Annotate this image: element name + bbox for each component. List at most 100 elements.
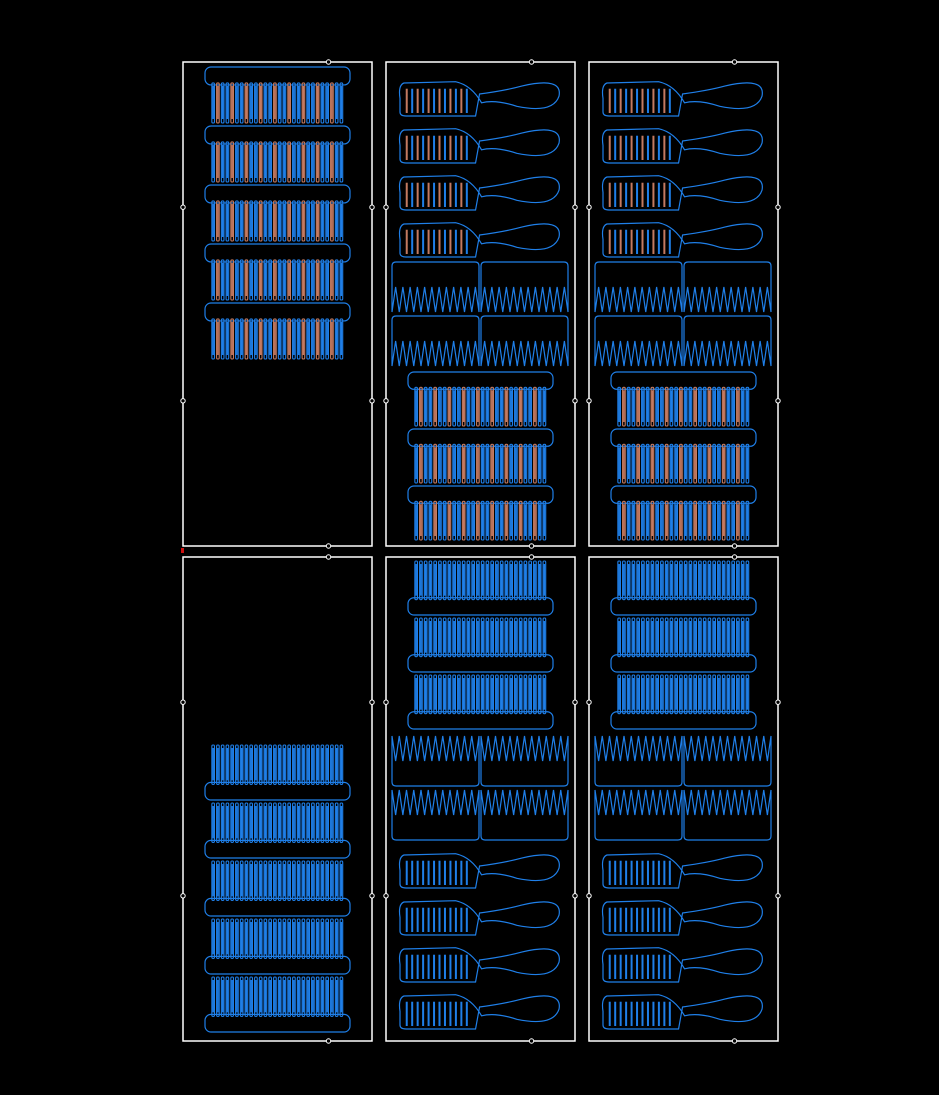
alignment-tab-icon — [731, 543, 738, 549]
wide-comb-icon — [610, 485, 757, 541]
hair-clip-icon — [594, 315, 683, 367]
handle-comb-icon — [398, 947, 560, 983]
handle-comb-icon — [398, 175, 560, 211]
wide-comb-icon — [407, 371, 554, 427]
handle-comb-icon — [398, 128, 560, 164]
wide-comb-icon — [204, 184, 351, 242]
alignment-tab-icon — [369, 204, 375, 210]
hair-clip-icon — [594, 735, 683, 787]
sheet-border — [588, 556, 779, 1042]
alignment-tab-icon — [180, 699, 186, 705]
alignment-tab-icon — [528, 543, 535, 549]
alignment-tab-icon — [325, 1038, 332, 1044]
wide-comb-icon — [204, 860, 351, 917]
wide-comb-icon — [204, 125, 351, 183]
alignment-tab-icon — [325, 59, 332, 65]
alignment-tab-icon — [383, 893, 389, 899]
alignment-tab-icon — [775, 893, 781, 899]
wide-comb-icon — [204, 243, 351, 301]
sheet-bottom-middle — [383, 554, 578, 1044]
alignment-tab-icon — [383, 398, 389, 404]
handle-comb-icon — [601, 81, 763, 117]
hair-clip-icon — [391, 315, 480, 367]
sheet-top-middle — [383, 59, 578, 549]
alignment-tab-icon — [528, 1038, 535, 1044]
sheet-bottom-left — [180, 554, 375, 1044]
handle-comb-icon — [601, 947, 763, 983]
wide-comb-icon — [407, 560, 554, 616]
hair-clip-icon — [683, 735, 772, 787]
alignment-tab-icon — [731, 59, 738, 65]
handle-comb-icon — [398, 222, 560, 258]
origin-marker — [181, 548, 184, 553]
alignment-tab-icon — [383, 699, 389, 705]
alignment-tab-icon — [586, 204, 592, 210]
sheet-border — [182, 61, 373, 547]
alignment-tab-icon — [369, 893, 375, 899]
alignment-tab-icon — [586, 699, 592, 705]
handle-comb-icon — [601, 175, 763, 211]
wide-comb-icon — [204, 302, 351, 360]
alignment-tab-icon — [775, 204, 781, 210]
wide-comb-icon — [610, 428, 757, 484]
sheet-border — [182, 556, 373, 1042]
hair-clip-icon — [683, 789, 772, 841]
alignment-tab-icon — [586, 893, 592, 899]
wide-comb-icon — [610, 371, 757, 427]
handle-comb-icon — [601, 900, 763, 936]
alignment-tab-icon — [528, 59, 535, 65]
hair-clip-icon — [594, 261, 683, 313]
wide-comb-icon — [610, 674, 757, 730]
alignment-tab-icon — [369, 398, 375, 404]
wide-comb-icon — [204, 976, 351, 1033]
sheet-top-right — [586, 59, 781, 549]
wide-comb-icon — [610, 617, 757, 673]
alignment-tab-icon — [572, 893, 578, 899]
alignment-tab-icon — [775, 398, 781, 404]
wide-comb-icon — [204, 918, 351, 975]
handle-comb-icon — [601, 853, 763, 889]
handle-comb-icon — [398, 900, 560, 936]
hair-clip-icon — [480, 315, 569, 367]
wide-comb-icon — [610, 560, 757, 616]
wide-comb-icon — [407, 674, 554, 730]
alignment-tab-icon — [572, 204, 578, 210]
hair-clip-icon — [480, 789, 569, 841]
alignment-tab-icon — [572, 398, 578, 404]
alignment-tab-icon — [180, 398, 186, 404]
hair-clip-icon — [683, 261, 772, 313]
alignment-tab-icon — [369, 699, 375, 705]
hair-clip-icon — [480, 735, 569, 787]
hair-clip-icon — [480, 261, 569, 313]
wide-comb-icon — [204, 66, 351, 124]
hair-clip-icon — [391, 261, 480, 313]
handle-comb-icon — [398, 853, 560, 889]
sheet-border — [385, 61, 576, 547]
sheet-bottom-right — [586, 554, 781, 1044]
alignment-tab-icon — [180, 893, 186, 899]
alignment-tab-icon — [528, 554, 535, 560]
handle-comb-icon — [601, 994, 763, 1030]
alignment-tab-icon — [731, 1038, 738, 1044]
alignment-tab-icon — [731, 554, 738, 560]
alignment-tab-icon — [325, 554, 332, 560]
alignment-tab-icon — [180, 204, 186, 210]
hair-clip-icon — [391, 735, 480, 787]
alignment-tab-icon — [586, 398, 592, 404]
wide-comb-icon — [204, 744, 351, 801]
alignment-tab-icon — [383, 204, 389, 210]
handle-comb-icon — [398, 81, 560, 117]
hair-clip-icon — [683, 315, 772, 367]
alignment-tab-icon — [572, 699, 578, 705]
sheet-border — [588, 61, 779, 547]
wide-comb-icon — [204, 802, 351, 859]
handle-comb-icon — [398, 994, 560, 1030]
sheet-border — [385, 556, 576, 1042]
alignment-tab-icon — [325, 543, 332, 549]
handle-comb-icon — [601, 128, 763, 164]
hair-clip-icon — [391, 789, 480, 841]
handle-comb-icon — [601, 222, 763, 258]
wide-comb-icon — [407, 428, 554, 484]
